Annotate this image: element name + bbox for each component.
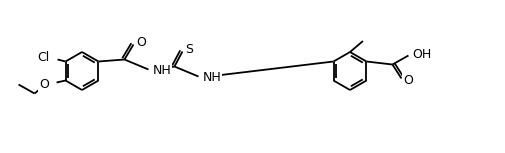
Text: O: O xyxy=(39,78,49,91)
Text: NH: NH xyxy=(202,71,221,84)
Text: O: O xyxy=(136,36,146,49)
Text: NH: NH xyxy=(152,64,171,77)
Text: S: S xyxy=(185,43,193,56)
Text: O: O xyxy=(402,74,413,87)
Text: Cl: Cl xyxy=(37,51,49,64)
Text: OH: OH xyxy=(412,48,431,61)
